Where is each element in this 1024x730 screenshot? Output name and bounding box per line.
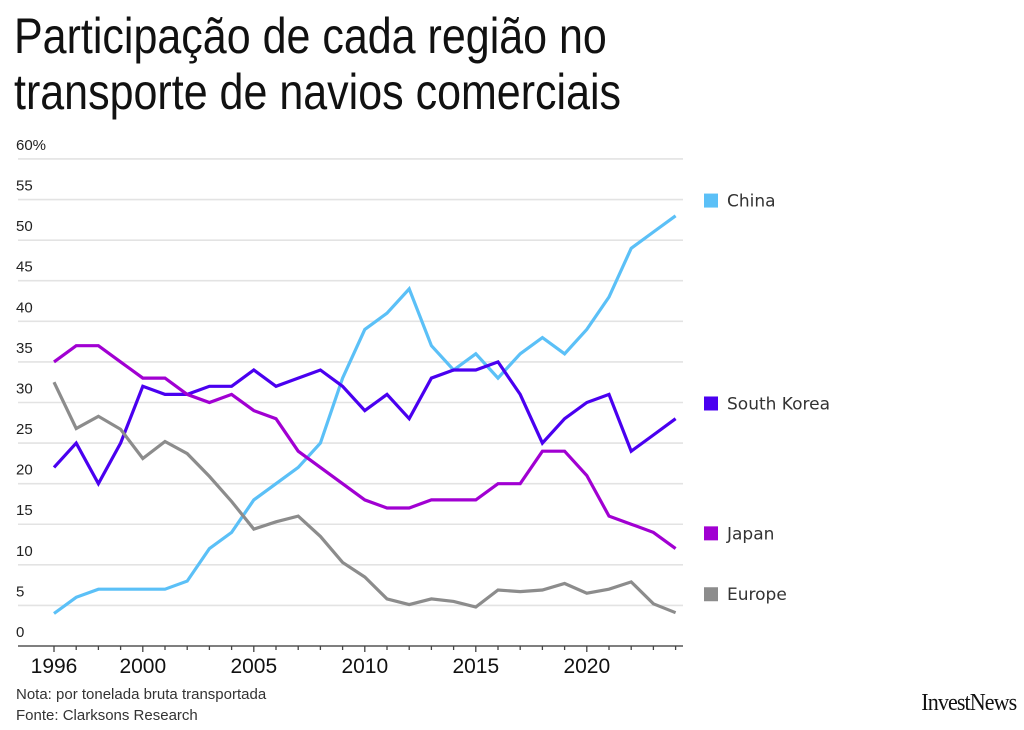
y-tick-label: 20 [16, 462, 33, 479]
series-line-south-korea [52, 359, 677, 488]
note-text: Nota: por tonelada bruta transportada [16, 686, 267, 703]
chart-title-line-2: transporte de navios comerciais [14, 64, 622, 120]
series-line-japan [53, 344, 677, 550]
legend-item-europe: Europe [704, 585, 787, 605]
y-tick-label: 55 [16, 178, 33, 195]
footnotes: Nota: por tonelada bruta transportada Fo… [16, 684, 266, 726]
legend: China South Korea Japan Europe [704, 192, 830, 605]
legend-label: China [727, 192, 776, 212]
y-tick-label: 5 [16, 583, 24, 600]
x-tick-label: 2005 [230, 655, 277, 678]
y-tick-label: 35 [16, 340, 33, 357]
y-tick-label: 60% [16, 137, 46, 154]
legend-swatch [704, 526, 718, 541]
x-tick-label: 2010 [341, 655, 388, 678]
legend-item-china: China [704, 192, 776, 212]
y-tick-label: 30 [16, 380, 33, 397]
legend-label: Japan [726, 524, 774, 544]
legend-item-south-korea: South Korea [704, 394, 830, 414]
y-tick-label: 45 [16, 259, 33, 276]
investnews-logo: InvestNews [920, 690, 1017, 716]
series-line-europe [52, 381, 677, 615]
x-tick-label: 2000 [119, 655, 166, 678]
x-axis: 1996 2000 2005 2010 2015 2020 [18, 645, 683, 678]
x-tick-label: 2015 [452, 655, 499, 678]
y-axis-ticks: 0 5 10 15 20 25 30 35 40 45 50 55 60% [16, 137, 46, 641]
y-tick-label: 10 [16, 543, 33, 560]
chart-title: Participação de cada região no transport… [14, 8, 788, 120]
y-tick-label: 15 [16, 502, 33, 519]
y-tick-label: 25 [16, 421, 33, 438]
y-tick-label: 0 [16, 624, 24, 641]
legend-item-japan: Japan [704, 524, 774, 544]
x-tick-label: 1996 [31, 655, 78, 678]
source-text: Fonte: Clarksons Research [16, 707, 198, 724]
series-lines [52, 214, 677, 615]
x-tick-label: 2020 [563, 655, 610, 678]
legend-swatch [704, 193, 718, 208]
legend-label: Europe [727, 585, 787, 605]
legend-label: South Korea [727, 394, 830, 414]
gridlines [18, 158, 683, 607]
y-tick-label: 40 [16, 299, 33, 316]
legend-swatch [704, 587, 718, 602]
legend-swatch [704, 396, 718, 411]
series-line-china [53, 214, 677, 615]
chart-title-line-1: Participação de cada região no [14, 8, 607, 64]
y-tick-label: 50 [16, 218, 33, 235]
